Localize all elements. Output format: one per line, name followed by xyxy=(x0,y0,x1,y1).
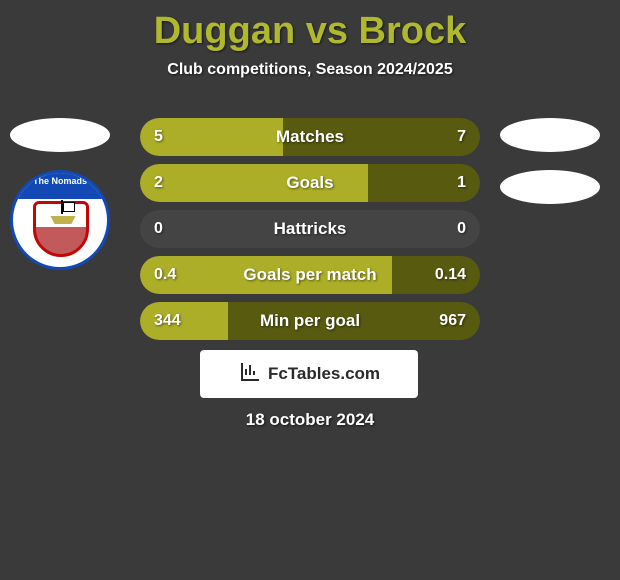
stat-label: Goals per match xyxy=(140,256,480,294)
club-badge-left: The Nomads xyxy=(10,170,110,270)
stat-bar: 57Matches xyxy=(140,118,480,156)
club-badge-text: The Nomads xyxy=(13,173,107,199)
player-avatar-placeholder xyxy=(500,170,600,204)
chart-icon xyxy=(238,360,262,389)
footer-brand-badge: FcTables.com xyxy=(200,350,418,398)
stat-label: Hattricks xyxy=(140,210,480,248)
player-avatar-placeholder xyxy=(10,118,110,152)
stat-label: Min per goal xyxy=(140,302,480,340)
player-right-column xyxy=(500,118,600,222)
footer-brand-text: FcTables.com xyxy=(268,364,380,384)
player-left-column: The Nomads xyxy=(10,118,110,270)
player-avatar-placeholder xyxy=(500,118,600,152)
stat-label: Matches xyxy=(140,118,480,156)
comparison-bars: 57Matches 21Goals 00Hattricks 0.40.14Goals … xyxy=(140,118,480,348)
stat-bar: 344967Min per goal xyxy=(140,302,480,340)
club-shield xyxy=(33,201,89,257)
stat-bar: 21Goals xyxy=(140,164,480,202)
date-text: 18 october 2024 xyxy=(0,410,620,430)
subtitle: Club competitions, Season 2024/2025 xyxy=(0,61,620,79)
stat-label: Goals xyxy=(140,164,480,202)
page-title: Duggan vs Brock xyxy=(0,0,620,53)
stat-bar: 00Hattricks xyxy=(140,210,480,248)
stat-bar: 0.40.14Goals per match xyxy=(140,256,480,294)
